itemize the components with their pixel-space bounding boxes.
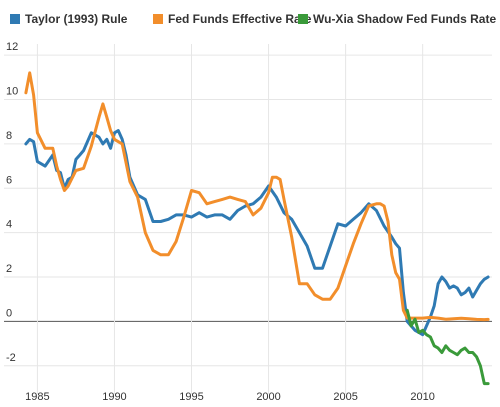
legend-swatch — [10, 14, 20, 24]
y-tick-label: 0 — [6, 307, 12, 319]
y-tick-label: -2 — [6, 352, 16, 364]
series-line-taylor-1993-rule — [24, 129, 490, 337]
x-tick-label: 2000 — [256, 391, 280, 403]
legend-swatch — [298, 14, 308, 24]
series-lines — [24, 71, 490, 386]
x-tick-label: 2010 — [410, 391, 434, 403]
legend-label: Fed Funds Effective Rate — [168, 12, 312, 26]
legend-item[interactable]: Wu-Xia Shadow Fed Funds Rate — [298, 12, 496, 26]
legend: Taylor (1993) Rule Fed Funds Effective Ra… — [10, 12, 496, 26]
y-tick-label: 2 — [6, 263, 12, 275]
x-axis-tick-labels: 1985 1990 1995 2000 2005 2010 — [25, 391, 435, 403]
gridlines — [4, 44, 492, 394]
y-tick-label: 4 — [6, 219, 12, 231]
legend-label: Wu-Xia Shadow Fed Funds Rate — [313, 12, 496, 26]
y-axis-tick-labels: -2 0 2 4 6 8 10 12 — [6, 41, 18, 364]
legend-label: Taylor (1993) Rule — [25, 12, 128, 26]
legend-item[interactable]: Fed Funds Effective Rate — [153, 12, 312, 26]
y-tick-label: 6 — [6, 174, 12, 186]
legend-item[interactable]: Taylor (1993) Rule — [10, 12, 128, 26]
x-tick-label: 1995 — [179, 391, 203, 403]
series-line-wu-xia-shadow-fed-funds-rate — [405, 308, 490, 386]
x-tick-label: 1985 — [25, 391, 49, 403]
x-tick-label: 2005 — [333, 391, 357, 403]
y-tick-label: 8 — [6, 130, 12, 142]
series-line-fed-funds-effective-rate — [24, 71, 490, 322]
y-tick-label: 10 — [6, 85, 18, 97]
y-tick-label: 12 — [6, 41, 18, 53]
x-tick-label: 1990 — [102, 391, 126, 403]
legend-swatch — [153, 14, 163, 24]
